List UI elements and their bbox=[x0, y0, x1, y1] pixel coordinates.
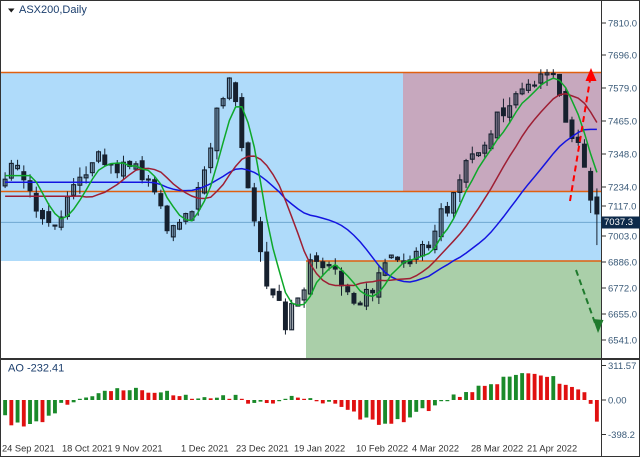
svg-text:21 Apr 2022: 21 Apr 2022 bbox=[527, 444, 577, 454]
svg-text:28 Mar 2022: 28 Mar 2022 bbox=[471, 444, 523, 454]
svg-text:6655.0: 6655.0 bbox=[608, 309, 637, 320]
svg-text:7003.0: 7003.0 bbox=[608, 231, 637, 242]
svg-text:18 Oct 2021: 18 Oct 2021 bbox=[62, 444, 113, 454]
svg-text:24 Sep 2021: 24 Sep 2021 bbox=[2, 444, 55, 454]
svg-text:311.57: 311.57 bbox=[608, 361, 636, 372]
svg-text:6541.0: 6541.0 bbox=[608, 335, 637, 346]
svg-text:7037.3: 7037.3 bbox=[604, 217, 633, 228]
svg-text:4 Mar 2022: 4 Mar 2022 bbox=[412, 444, 459, 454]
svg-text:19 Jan 2022: 19 Jan 2022 bbox=[294, 444, 345, 454]
svg-text:7117.0: 7117.0 bbox=[608, 201, 636, 212]
svg-text:7579.0: 7579.0 bbox=[608, 83, 637, 94]
svg-text:AO -232.41: AO -232.41 bbox=[8, 363, 64, 375]
svg-text:7696.0: 7696.0 bbox=[608, 50, 637, 61]
svg-text:1 Dec 2021: 1 Dec 2021 bbox=[181, 444, 229, 454]
svg-text:23 Dec 2021: 23 Dec 2021 bbox=[236, 444, 289, 454]
svg-text:6772.0: 6772.0 bbox=[608, 283, 637, 294]
svg-text:0.00: 0.00 bbox=[608, 395, 627, 406]
svg-text:6886.0: 6886.0 bbox=[608, 257, 637, 268]
svg-text:7234.0: 7234.0 bbox=[608, 182, 637, 193]
svg-text:7348.0: 7348.0 bbox=[608, 149, 637, 160]
svg-text:-398.2: -398.2 bbox=[608, 430, 635, 441]
svg-text:10 Feb 2022: 10 Feb 2022 bbox=[356, 444, 408, 454]
svg-text:7810.0: 7810.0 bbox=[608, 18, 637, 29]
svg-text:ASX200,Daily: ASX200,Daily bbox=[19, 4, 87, 16]
svg-text:9 Nov 2021: 9 Nov 2021 bbox=[115, 444, 163, 454]
svg-text:7465.0: 7465.0 bbox=[608, 116, 637, 127]
